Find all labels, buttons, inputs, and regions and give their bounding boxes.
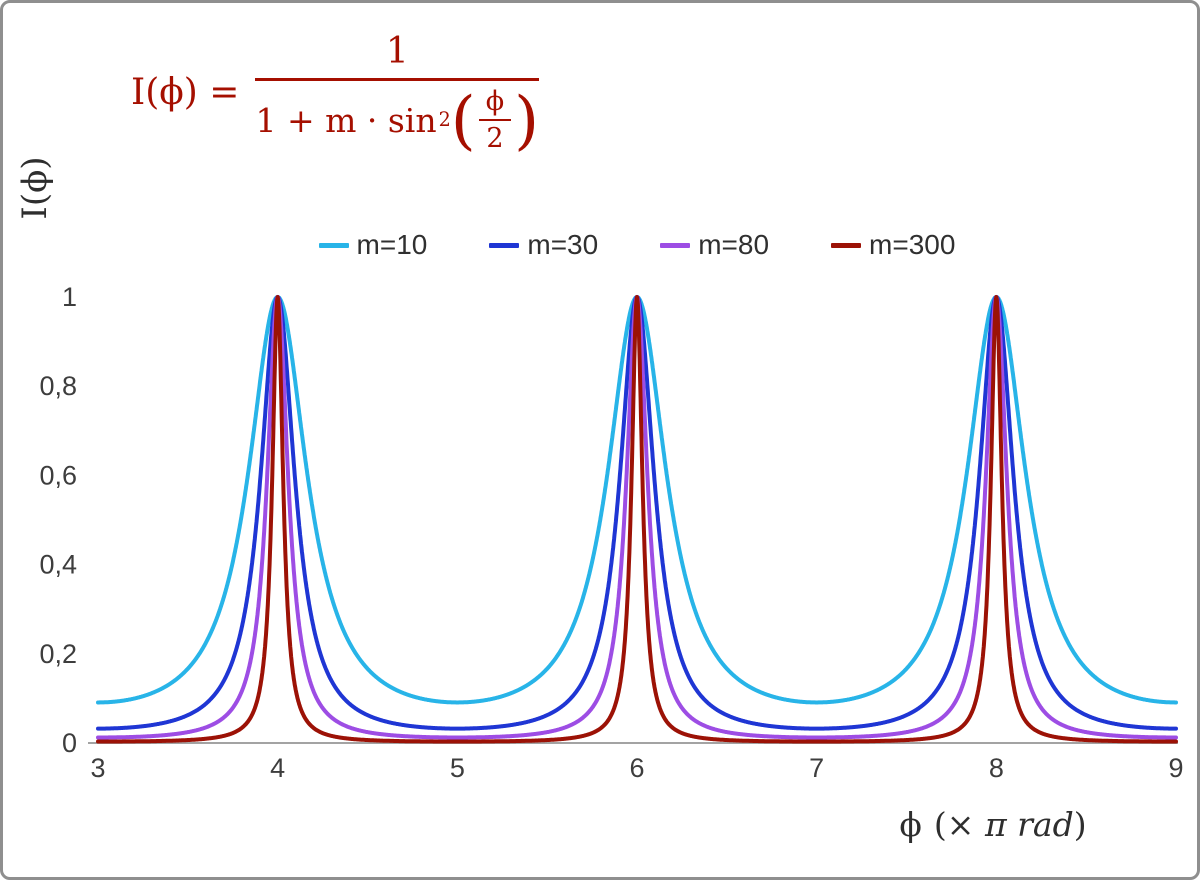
legend-item-m300: m=300 — [831, 229, 955, 261]
y-tick-label: 1 — [62, 282, 77, 312]
formula-lhs: I(ϕ) = — [131, 72, 240, 113]
x-axis-title-prefix: (× — [933, 805, 975, 844]
legend-swatch-m300 — [831, 242, 862, 248]
legend-item-m80: m=80 — [660, 229, 769, 261]
x-tick-label: 7 — [809, 753, 824, 783]
x-tick-label: 3 — [90, 753, 105, 783]
x-axis-title-symbol: ϕ — [899, 805, 922, 844]
legend-item-m10: m=10 — [318, 229, 428, 261]
legend-swatch-m10 — [318, 242, 349, 248]
formula-inner-denominator: 2 — [486, 123, 504, 154]
x-tick-label: 4 — [270, 753, 285, 783]
y-tick-label: 0,6 — [39, 460, 77, 490]
formula-inner-fraction: ϕ 2 — [478, 86, 512, 154]
x-axis-title-close: ) — [1073, 805, 1087, 844]
formula-denominator: 1 + m · sin 2 ( ϕ 2 ) — [255, 83, 540, 158]
y-tick-label: 0,8 — [39, 371, 77, 401]
legend-item-m30: m=30 — [489, 229, 598, 261]
formula-close-paren: ) — [514, 83, 540, 158]
y-tick-label: 0 — [62, 728, 77, 758]
x-tick-labels: 3 4 5 6 7 8 9 — [90, 753, 1183, 783]
x-tick-label: 5 — [450, 753, 465, 783]
series-line-m300 — [96, 295, 1178, 744]
formula-inner-numerator: ϕ — [478, 86, 512, 121]
legend-label-m80: m=80 — [698, 229, 770, 260]
x-axis-title: ϕ (× π rad) — [833, 805, 1153, 844]
y-axis-title: I(ϕ) — [15, 156, 55, 220]
plot-svg: 3 4 5 6 7 8 9 0 0,2 0,4 0,6 0,8 1 — [39, 282, 1183, 783]
x-tick-label: 9 — [1168, 753, 1183, 783]
legend-label-m10: m=10 — [356, 229, 428, 260]
series-lines — [96, 295, 1178, 744]
series-line-m80 — [96, 295, 1178, 740]
x-tick-label: 8 — [989, 753, 1004, 783]
y-tick-label: 0,4 — [39, 550, 77, 580]
formula: I(ϕ) = 1 1 + m · sin 2 ( ϕ 2 ) — [131, 31, 540, 158]
legend-swatch-m30 — [489, 242, 520, 248]
formula-numerator: 1 — [255, 31, 540, 81]
legend-swatch-m80 — [660, 242, 691, 248]
formula-open-paren: ( — [450, 83, 476, 158]
formula-denominator-prefix: 1 + m · sin — [255, 100, 437, 140]
x-axis-title-unit: π rad — [974, 805, 1074, 844]
legend-label-m30: m=30 — [527, 229, 599, 260]
formula-fraction: 1 1 + m · sin 2 ( ϕ 2 ) — [255, 31, 540, 158]
y-tick-labels: 0 0,2 0,4 0,6 0,8 1 — [39, 282, 77, 758]
x-tick-label: 6 — [629, 753, 644, 783]
legend-label-m300: m=300 — [869, 229, 956, 260]
series-line-m30 — [96, 295, 1178, 731]
legend: m=10 m=30 m=80 m=300 — [98, 225, 1176, 265]
y-tick-label: 0,2 — [39, 639, 77, 669]
